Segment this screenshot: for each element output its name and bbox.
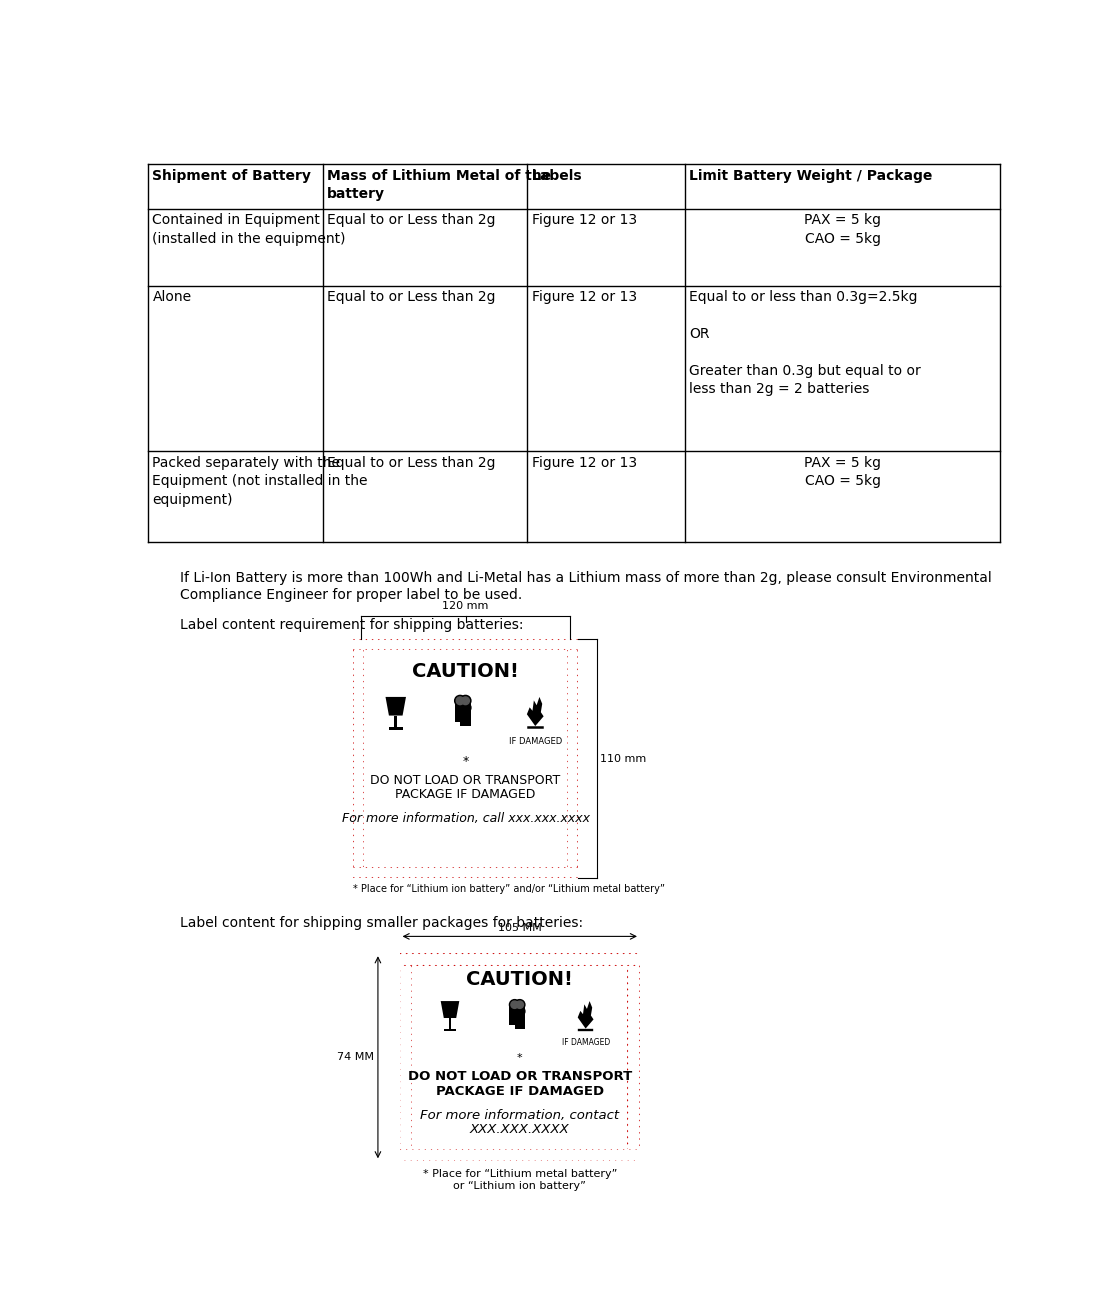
Text: Shipment of Battery: Shipment of Battery [152,168,311,183]
Bar [400,966,412,1149]
Text: Equal to or Less than 2g: Equal to or Less than 2g [327,455,496,470]
Polygon shape [385,697,405,716]
Text: Equal to or less than 0.3g=2.5kg

OR

Greater than 0.3g but equal to or
less tha: Equal to or less than 0.3g=2.5kg OR Grea… [690,291,922,396]
Text: Label content requirement for shipping batteries:: Label content requirement for shipping b… [180,617,524,632]
Circle shape [460,695,470,707]
Text: For more information, call xxx.xxx.xxxx: For more information, call xxx.xxx.xxxx [342,812,589,825]
Text: Figure 12 or 13: Figure 12 or 13 [532,213,637,228]
Text: PAX = 5 kg
CAO = 5kg: PAX = 5 kg CAO = 5kg [804,213,881,246]
Bar [460,700,470,722]
Text: XXX.XXX.XXXX: XXX.XXX.XXXX [470,1123,570,1136]
Text: 110 mm: 110 mm [600,754,646,763]
Circle shape [511,1001,519,1008]
Circle shape [456,697,464,704]
Text: If Li-Ion Battery is more than 100Wh and Li-Metal has a Lithium mass of more tha: If Li-Ion Battery is more than 100Wh and… [180,571,992,586]
Text: *: * [463,754,468,767]
Bar [353,867,578,878]
Text: Compliance Engineer for proper label to be used.: Compliance Engineer for proper label to … [180,588,523,603]
Bar [510,1004,520,1025]
Text: PACKAGE IF DAMAGED: PACKAGE IF DAMAGED [436,1084,604,1098]
Bar [460,708,470,726]
Bar [627,966,640,1149]
Text: IF DAMAGED: IF DAMAGED [508,737,562,746]
Text: Labels: Labels [532,168,582,183]
Text: *: * [517,1053,523,1063]
Text: * Place for “Lithium ion battery” and/or “Lithium metal battery”: * Place for “Lithium ion battery” and/or… [353,884,665,894]
Text: IF DAMAGED: IF DAMAGED [561,1038,609,1048]
Polygon shape [578,1001,594,1029]
Text: Mass of Lithium Metal of the
battery: Mass of Lithium Metal of the battery [327,168,551,201]
Text: 74 MM: 74 MM [337,1053,374,1062]
Polygon shape [440,1001,459,1019]
Bar [455,700,466,722]
Text: DO NOT LOAD OR TRANSPORT: DO NOT LOAD OR TRANSPORT [408,1070,632,1083]
Text: Label content for shipping smaller packages for batteries:: Label content for shipping smaller packa… [180,916,584,930]
Circle shape [514,1000,525,1009]
Text: 105 MM: 105 MM [498,924,542,933]
Text: PACKAGE IF DAMAGED: PACKAGE IF DAMAGED [395,788,535,800]
Text: PAX = 5 kg
CAO = 5kg: PAX = 5 kg CAO = 5kg [804,455,881,488]
Bar [449,1019,451,1029]
Bar [394,716,396,728]
Text: Limit Battery Weight / Package: Limit Battery Weight / Package [690,168,933,183]
Bar [353,640,578,878]
Text: Contained in Equipment
(installed in the equipment): Contained in Equipment (installed in the… [152,213,346,246]
Circle shape [514,1007,525,1016]
Text: 120 mm: 120 mm [442,601,488,612]
Bar [400,953,640,966]
Polygon shape [526,697,543,726]
Text: Equal to or Less than 2g: Equal to or Less than 2g [327,213,496,228]
Text: Figure 12 or 13: Figure 12 or 13 [532,291,637,304]
Bar [514,1011,525,1029]
Text: Equal to or Less than 2g: Equal to or Less than 2g [327,291,496,304]
Text: Alone: Alone [152,291,192,304]
Circle shape [516,1001,523,1008]
Circle shape [510,1000,520,1009]
Circle shape [460,703,470,713]
Circle shape [461,697,469,704]
Bar [444,1029,456,1032]
Bar [514,1004,525,1025]
Text: For more information, contact: For more information, contact [420,1109,619,1121]
Text: DO NOT LOAD OR TRANSPORT: DO NOT LOAD OR TRANSPORT [371,774,561,787]
Text: * Place for “Lithium metal battery”
or “Lithium ion battery”: * Place for “Lithium metal battery” or “… [422,1169,617,1191]
Bar [567,650,578,867]
Text: Packed separately with the
Equipment (not installed in the
equipment): Packed separately with the Equipment (no… [152,455,367,507]
Text: CAUTION!: CAUTION! [412,662,519,682]
Bar [412,966,627,1149]
Bar [353,640,578,650]
Bar [400,1149,640,1161]
Text: CAUTION!: CAUTION! [466,970,573,990]
Bar [400,953,640,1161]
Bar [389,728,402,730]
Bar [364,650,567,867]
Text: Figure 12 or 13: Figure 12 or 13 [532,455,637,470]
Circle shape [455,695,466,707]
Bar [353,650,364,867]
